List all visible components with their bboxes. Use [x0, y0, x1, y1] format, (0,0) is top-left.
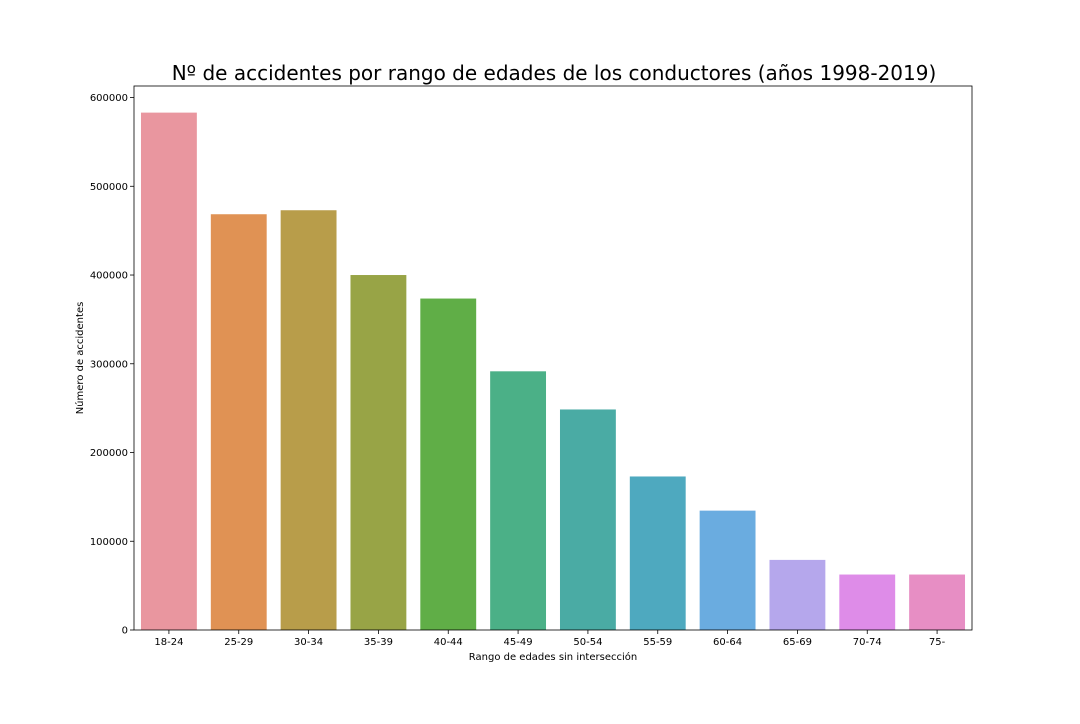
bar-45-49	[490, 371, 547, 630]
y-tick-label: 300000	[90, 359, 128, 370]
bar-25-29	[210, 214, 267, 630]
x-tick-label: 18-24	[154, 637, 183, 648]
x-tick-label: 55-59	[643, 637, 672, 648]
x-tick-label: 30-34	[294, 637, 323, 648]
y-axis-ticks: 0 100000 200000 300000 400000 500000 600000	[90, 93, 134, 637]
x-tick-label: 25-29	[224, 637, 253, 648]
bar-75-	[909, 574, 966, 630]
bar-70-74	[839, 574, 896, 630]
x-tick-label: 60-64	[713, 637, 742, 648]
y-tick-label: 100000	[90, 537, 128, 548]
y-tick-label: 500000	[90, 182, 128, 193]
bar-60-64	[699, 510, 756, 630]
x-tick-label: 45-49	[504, 637, 533, 648]
y-tick-label: 400000	[90, 271, 128, 282]
chart-title: Nº de accidentes por rango de edades de …	[172, 61, 937, 85]
bar-65-69	[769, 559, 826, 630]
x-tick-label: 65-69	[783, 637, 812, 648]
y-tick-label: 0	[122, 626, 128, 637]
bar-18-24	[140, 112, 197, 630]
bar-40-44	[420, 298, 477, 630]
y-axis-label: Número de accidentes	[74, 302, 86, 415]
x-axis-label: Rango de edades sin intersección	[469, 651, 637, 663]
bars-group	[140, 112, 966, 630]
bar-55-59	[629, 476, 686, 630]
x-tick-label: 75-	[929, 637, 946, 648]
y-tick-label: 600000	[90, 93, 128, 104]
bar-50-54	[559, 409, 616, 630]
bar-30-34	[280, 210, 337, 630]
x-tick-label: 50-54	[573, 637, 602, 648]
plot-frame	[133, 85, 973, 631]
x-tick-label: 35-39	[364, 637, 393, 648]
y-tick-label: 200000	[90, 448, 128, 459]
bar-35-39	[350, 275, 407, 630]
x-axis-ticks: 18-24 25-29 30-34 35-39 40-44 45-49 50-54 55-59…	[154, 630, 946, 648]
x-tick-label: 40-44	[434, 637, 463, 648]
x-tick-label: 70-74	[853, 637, 882, 648]
